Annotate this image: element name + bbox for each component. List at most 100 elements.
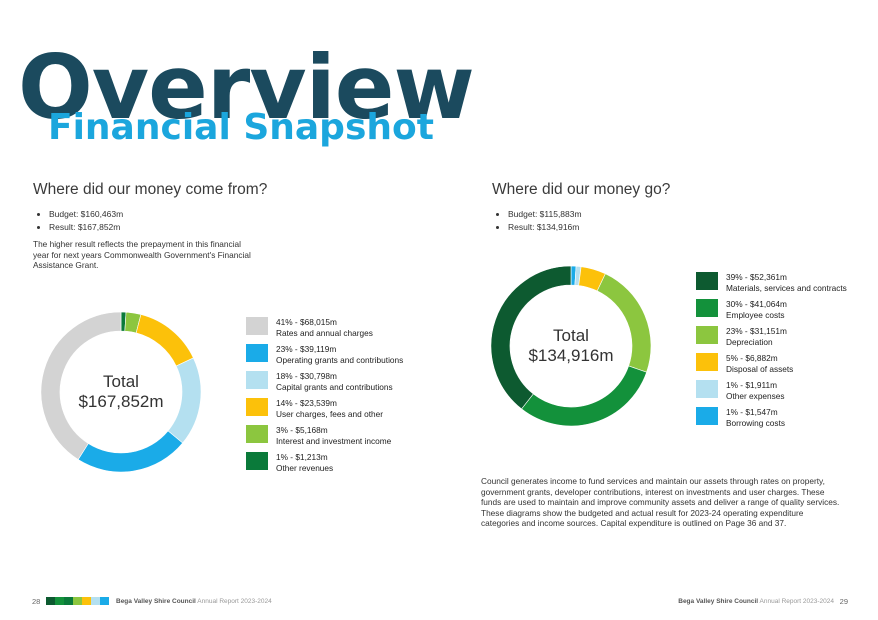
expense-legend-text: 39% - $52,361m Materials, services and co… xyxy=(726,272,847,293)
income-heading: Where did our money come from? xyxy=(33,181,268,198)
income-result: Result: $167,852m xyxy=(49,221,123,234)
income-legend-swatch xyxy=(246,452,268,470)
expense-legend-item: 23% - $31,151m Depreciation xyxy=(696,326,787,347)
income-donut-chart xyxy=(40,311,202,473)
income-legend-label: Operating grants and contributions xyxy=(276,354,404,365)
footer-bar-segment xyxy=(100,597,109,605)
income-legend-value: 18% - $30,798m xyxy=(276,371,337,381)
income-total-block: Total $167,852m xyxy=(51,372,191,412)
expense-total-block: Total $134,916m xyxy=(501,326,641,366)
income-legend-text: 23% - $39,119m Operating grants and contr… xyxy=(276,344,403,365)
expense-slice-employee-costs xyxy=(521,365,647,427)
footer-bar-segment xyxy=(73,597,82,605)
income-legend-text: 18% - $30,798m Capital grants and contrib… xyxy=(276,371,393,392)
footer-left-report: Annual Report 2023-2024 xyxy=(197,598,272,605)
income-total-label: Total xyxy=(103,372,139,391)
expense-legend-text: 1% - $1,547m Borrowing costs xyxy=(726,407,785,428)
expense-legend-item: 1% - $1,911m Other expenses xyxy=(696,380,785,401)
income-legend-value: 3% - $5,168m xyxy=(276,425,328,435)
income-legend-label: Capital grants and contributions xyxy=(276,381,393,392)
income-slice-rates-and-annual-charges xyxy=(40,311,122,460)
expense-heading: Where did our money go? xyxy=(492,181,671,198)
income-slice-user-charges-fees-and-other xyxy=(135,314,194,367)
income-legend-item: 14% - $23,539m User charges, fees and oth… xyxy=(246,398,383,419)
income-legend-text: 41% - $68,015m Rates and annual charges xyxy=(276,317,373,338)
right-page-number: 29 xyxy=(839,597,848,606)
income-legend-item: 1% - $1,213m Other revenues xyxy=(246,452,333,473)
income-legend-value: 1% - $1,213m xyxy=(276,452,328,462)
income-legend-text: 14% - $23,539m User charges, fees and oth… xyxy=(276,398,383,419)
expense-legend-label: Borrowing costs xyxy=(726,417,786,428)
expense-legend-text: 30% - $41,064m Employee costs xyxy=(726,299,787,320)
footer-bar-segment xyxy=(82,597,91,605)
footer-left-org: Bega Valley Shire Council xyxy=(116,598,196,605)
income-legend-item: 18% - $30,798m Capital grants and contrib… xyxy=(246,371,393,392)
income-legend-swatch xyxy=(246,371,268,389)
expense-legend-label: Depreciation xyxy=(726,336,773,347)
income-legend-value: 23% - $39,119m xyxy=(276,344,337,354)
expense-legend-text: 23% - $31,151m Depreciation xyxy=(726,326,787,347)
income-bullets: Budget: $160,463m Result: $167,852m xyxy=(33,208,123,234)
expense-legend-text: 1% - $1,911m Other expenses xyxy=(726,380,785,401)
expense-legend-swatch xyxy=(696,299,718,317)
footer-bar-segment xyxy=(64,597,73,605)
income-legend-item: 3% - $5,168m Interest and investment inco… xyxy=(246,425,391,446)
expense-legend-swatch xyxy=(696,353,718,371)
expense-legend-swatch xyxy=(696,326,718,344)
expense-legend-label: Employee costs xyxy=(726,309,785,320)
income-legend-text: 1% - $1,213m Other revenues xyxy=(276,452,333,473)
expense-legend-swatch xyxy=(696,272,718,290)
expense-legend-label: Materials, services and contracts xyxy=(726,282,847,293)
expense-total-label: Total xyxy=(553,326,589,345)
expense-legend-swatch xyxy=(696,407,718,425)
expense-legend-item: 39% - $52,361m Materials, services and co… xyxy=(696,272,847,293)
expense-legend-value: 30% - $41,064m xyxy=(726,299,787,309)
income-legend-value: 41% - $68,015m xyxy=(276,317,337,327)
income-legend-item: 23% - $39,119m Operating grants and contr… xyxy=(246,344,403,365)
footer-right-report: Annual Report 2023-2024 xyxy=(759,598,834,605)
income-legend-swatch xyxy=(246,398,268,416)
footer-left-text: Bega Valley Shire Council Annual Report … xyxy=(116,598,272,605)
income-slice-operating-grants-and-contributions xyxy=(77,430,184,473)
left-page-number: 28 xyxy=(32,597,41,606)
page-title: Overview xyxy=(18,36,475,139)
income-legend-value: 14% - $23,539m xyxy=(276,398,337,408)
income-legend-swatch xyxy=(246,344,268,362)
expense-budget: Budget: $115,883m xyxy=(508,208,582,221)
income-note: The higher result reflects the prepaymen… xyxy=(33,239,251,270)
income-legend-label: User charges, fees and other xyxy=(276,408,383,419)
expense-legend-value: 1% - $1,911m xyxy=(726,380,778,390)
expense-legend-swatch xyxy=(696,380,718,398)
expense-legend-value: 5% - $6,882m xyxy=(726,353,778,363)
expense-total-value: $134,916m xyxy=(528,346,614,365)
footer-bar-segment xyxy=(91,597,100,605)
expense-legend-text: 5% - $6,882m Disposal of assets xyxy=(726,353,793,374)
expense-legend-item: 5% - $6,882m Disposal of assets xyxy=(696,353,793,374)
page-subtitle: Financial Snapshot xyxy=(48,107,434,148)
expense-legend-value: 1% - $1,547m xyxy=(726,407,778,417)
income-legend-label: Interest and investment income xyxy=(276,435,392,446)
income-legend-item: 41% - $68,015m Rates and annual charges xyxy=(246,317,373,338)
expense-legend-value: 23% - $31,151m xyxy=(726,326,787,336)
expense-legend-label: Other expenses xyxy=(726,390,785,401)
expense-legend-label: Disposal of assets xyxy=(726,363,794,374)
income-legend-swatch xyxy=(246,317,268,335)
expense-legend-item: 30% - $41,064m Employee costs xyxy=(696,299,787,320)
expense-bullets: Budget: $115,883m Result: $134,916m xyxy=(492,208,582,234)
footer-bar-segment xyxy=(46,597,55,605)
expense-slice-materials-services-and-contracts xyxy=(490,265,572,410)
income-legend-text: 3% - $5,168m Interest and investment inco… xyxy=(276,425,391,446)
income-budget: Budget: $160,463m xyxy=(49,208,123,221)
expense-legend-item: 1% - $1,547m Borrowing costs xyxy=(696,407,785,428)
footer-color-bar xyxy=(46,597,109,605)
income-legend-swatch xyxy=(246,425,268,443)
expense-legend-value: 39% - $52,361m xyxy=(726,272,787,282)
income-legend-label: Rates and annual charges xyxy=(276,327,373,338)
income-total-value: $167,852m xyxy=(78,392,164,411)
expense-result: Result: $134,916m xyxy=(508,221,582,234)
footer-right-org: Bega Valley Shire Council xyxy=(678,598,759,605)
footer-right-text: Bega Valley Shire Council Annual Report … xyxy=(678,598,834,605)
expense-donut-chart xyxy=(490,265,652,427)
footer-bar-segment xyxy=(55,597,64,605)
income-legend-label: Other revenues xyxy=(276,462,334,473)
